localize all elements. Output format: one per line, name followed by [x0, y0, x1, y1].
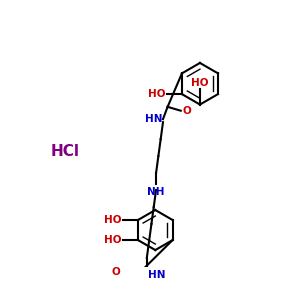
Text: HCl: HCl — [51, 144, 80, 159]
Text: HO: HO — [148, 89, 165, 99]
Text: O: O — [112, 267, 121, 278]
Text: NH: NH — [147, 187, 165, 197]
Text: HN: HN — [148, 270, 166, 280]
Text: O: O — [182, 106, 191, 116]
Text: HO: HO — [191, 78, 209, 88]
Text: HO: HO — [103, 215, 121, 225]
Text: HN: HN — [145, 114, 162, 124]
Text: HO: HO — [103, 235, 121, 245]
